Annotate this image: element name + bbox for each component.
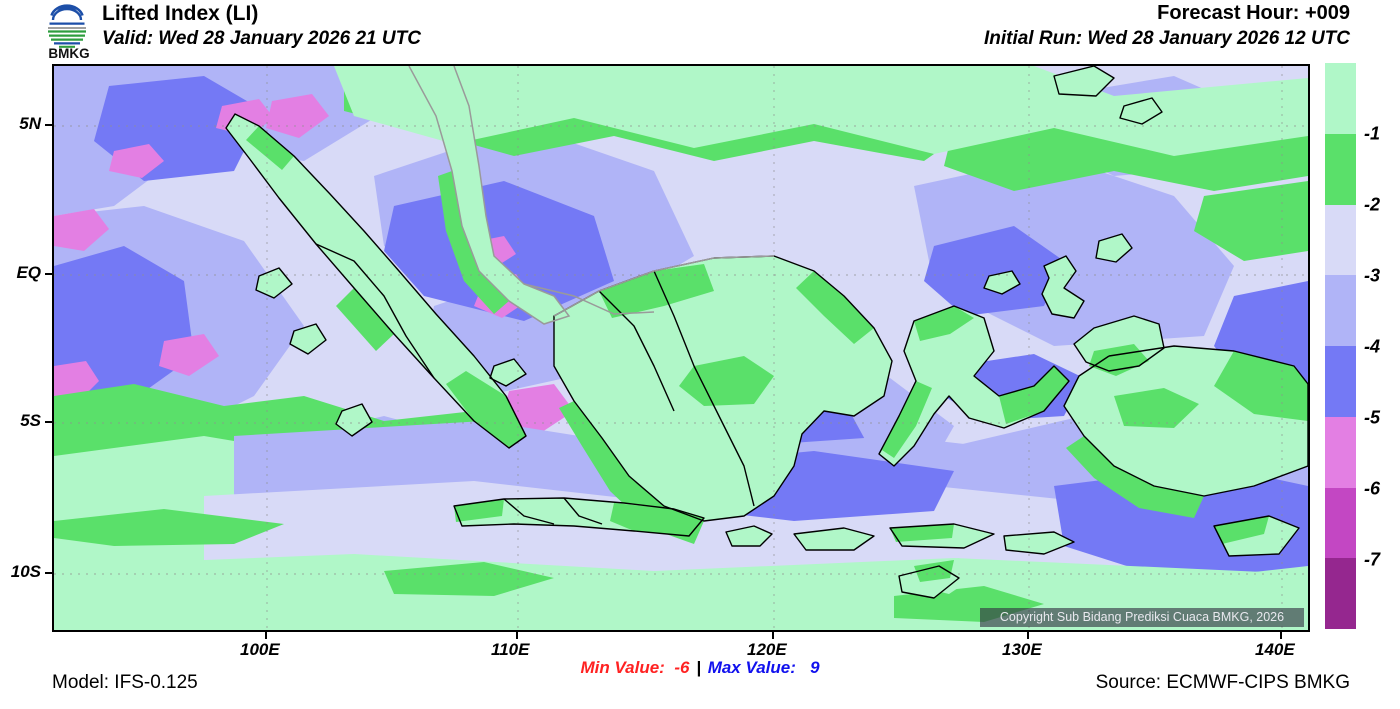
country-border-layer xyxy=(408,66,775,325)
xtick-130E xyxy=(1027,632,1029,639)
colorbar-band-5 xyxy=(1325,416,1356,488)
min-value-label: Min Value: xyxy=(580,658,665,677)
minmax-readout: Min Value: -6 | Max Value: 9 xyxy=(0,658,1400,678)
colorbar-label--4: -4 xyxy=(1364,336,1381,357)
map-svg xyxy=(54,66,1308,630)
xaxis-label-140E: 140E xyxy=(1255,640,1295,659)
xaxis-label-120E: 120E xyxy=(747,640,787,659)
xaxis-label-100E: 100E xyxy=(240,640,280,659)
colorbar-band-1 xyxy=(1325,133,1356,205)
colorbar-band-2 xyxy=(1325,204,1356,276)
xtick-100E xyxy=(265,632,267,639)
colorbar-band-4 xyxy=(1325,346,1356,417)
colorbar-label--3: -3 xyxy=(1364,265,1381,286)
colorbar-band-0 xyxy=(1325,63,1356,134)
source-label: Source: ECMWF-CIPS BMKG xyxy=(1095,672,1350,693)
contour-fill-layer xyxy=(54,66,1308,630)
valid-time-label: Valid: Wed 28 January 2026 21 UTC xyxy=(102,28,421,49)
colorbar-label--7: -7 xyxy=(1364,549,1381,570)
yaxis-label-10S: 10S xyxy=(10,562,41,581)
colorbar-label--2: -2 xyxy=(1364,194,1381,215)
map-plot-area[interactable] xyxy=(52,64,1310,632)
xtick-110E xyxy=(516,632,518,639)
header-right: Forecast Hour: +009 Initial Run: Wed 28 … xyxy=(984,0,1350,52)
initial-run-label: Initial Run: Wed 28 January 2026 12 UTC xyxy=(983,28,1350,49)
yaxis-label-5S: 5S xyxy=(20,411,41,430)
ytick-10S xyxy=(45,572,52,574)
ytick-5S xyxy=(45,421,52,423)
xaxis-label-110E: 110E xyxy=(491,640,530,659)
yaxis-label-5N: 5N xyxy=(19,114,41,133)
colorbar-band-3 xyxy=(1325,275,1356,346)
colorbar-band-7 xyxy=(1325,558,1356,629)
page-title: Lifted Index (LI) xyxy=(102,2,259,25)
yaxis-label-EQ: EQ xyxy=(16,263,41,282)
svg-text:BMKG: BMKG xyxy=(48,46,89,60)
xaxis-label-130E: 130E xyxy=(1002,640,1042,659)
colorbar xyxy=(1325,63,1356,629)
xtick-120E xyxy=(772,632,774,639)
ytick-5N xyxy=(45,124,52,126)
ytick-EQ xyxy=(45,273,52,275)
model-label: Model: IFS-0.125 xyxy=(52,672,198,693)
bmkg-logo: BMKG xyxy=(38,0,100,61)
colorbar-label--1: -1 xyxy=(1364,123,1381,144)
header-left: BMKG Lifted Index (LI) Valid: Wed 28 Jan… xyxy=(38,0,798,62)
minmax-separator: | xyxy=(696,658,701,677)
min-value: -6 xyxy=(674,658,690,677)
colorbar-band-6 xyxy=(1325,487,1356,559)
max-value: 9 xyxy=(810,658,820,677)
xtick-140E xyxy=(1280,632,1282,639)
colorbar-label--6: -6 xyxy=(1364,478,1381,499)
max-value-label: Max Value: xyxy=(707,658,796,677)
forecast-hour-label: Forecast Hour: +009 xyxy=(1157,2,1350,24)
title-block: Lifted Index (LI) Valid: Wed 28 January … xyxy=(102,1,421,52)
colorbar-label--5: -5 xyxy=(1364,407,1381,428)
copyright-watermark: Copyright Sub Bidang Prediksi Cuaca BMKG… xyxy=(980,608,1304,627)
